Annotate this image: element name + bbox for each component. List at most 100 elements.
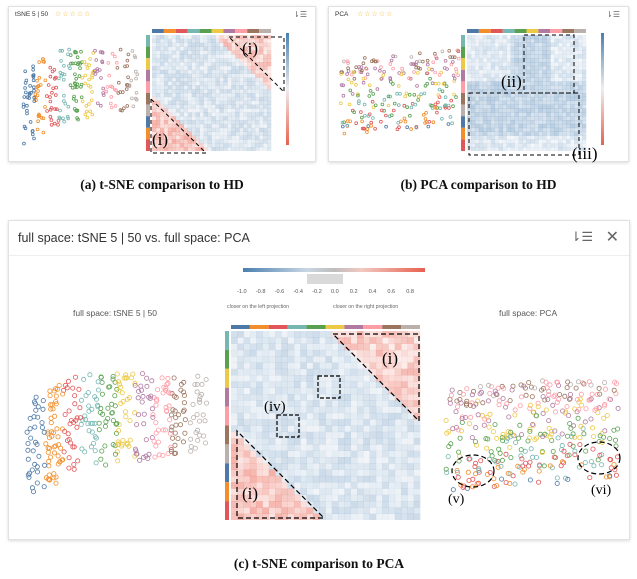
matrix-cell (570, 58, 575, 63)
matrix-cell (394, 343, 402, 351)
matrix-cell (486, 100, 492, 105)
matrix-top-strip-segment (574, 29, 586, 33)
matrix-cell (263, 42, 268, 47)
scatter-point (95, 379, 101, 385)
matrix-cell (207, 81, 212, 86)
scatter-point (96, 420, 102, 426)
scatter-point (459, 416, 465, 422)
matrix-cell (249, 368, 257, 376)
colorbar-tick-label: -0.2 (312, 289, 322, 295)
scatter-point (444, 84, 449, 88)
matrix-cell (514, 139, 519, 144)
matrix-cell (578, 46, 583, 51)
scatter-point (191, 415, 197, 421)
scatter-point (127, 418, 133, 424)
sort-icon[interactable]: ⇂☰ (570, 229, 593, 244)
scatter-point (579, 402, 585, 408)
matrix-cell (357, 488, 364, 496)
scatter-point (345, 123, 350, 128)
matrix-cell (219, 127, 224, 132)
matrix-cell (249, 513, 257, 520)
matrix-cell (498, 120, 503, 125)
matrix-cell (506, 143, 511, 148)
matrix-cell (187, 46, 192, 51)
matrix-cell (375, 387, 383, 395)
matrix-cell (570, 147, 575, 151)
scatter-point (612, 437, 618, 443)
matrix-cell (243, 73, 248, 78)
scatter-point (565, 476, 571, 482)
matrix-cell (167, 96, 173, 102)
scatter-point (371, 105, 376, 109)
matrix-cell (237, 337, 244, 344)
matrix-cell (152, 42, 157, 47)
matrix-cell (227, 73, 232, 78)
matrix-cell (546, 42, 551, 47)
matrix-cell (375, 507, 383, 514)
matrix-cell (211, 135, 216, 140)
scatter-point (430, 103, 434, 108)
scatter-point (399, 72, 404, 77)
scatter-point (466, 478, 472, 484)
matrix-cell (281, 419, 288, 426)
matrix-cell (231, 394, 238, 401)
matrix-cell (215, 147, 220, 151)
scatter-point (163, 404, 169, 410)
matrix-cell (350, 400, 358, 407)
scatter-point (75, 82, 80, 86)
matrix-cell (566, 58, 571, 63)
scatter-point (567, 441, 573, 447)
scatter-point (418, 66, 422, 71)
matrix-cell (562, 147, 567, 151)
matrix-cell (187, 73, 192, 78)
matrix-cell (306, 362, 314, 370)
matrix-cell (179, 38, 185, 44)
matrix-cell (251, 73, 256, 78)
matrix-cell (215, 42, 220, 47)
scatter-point (382, 97, 387, 102)
scatter-point (601, 415, 607, 421)
matrix-cell (530, 35, 535, 40)
matrix-cell (203, 77, 208, 82)
scatter-point (90, 75, 94, 80)
matrix-cell (159, 85, 165, 90)
matrix-cell (574, 112, 579, 117)
matrix-cell (267, 85, 272, 90)
matrix-cell (494, 46, 500, 51)
matrix-cell (227, 77, 232, 82)
scatter-point (380, 102, 385, 107)
matrix-cell (243, 112, 248, 117)
matrix-cell (510, 85, 515, 90)
close-icon[interactable]: ✕ (605, 229, 619, 246)
matrix-cell (237, 400, 244, 407)
matrix-cell (263, 62, 268, 67)
panel-a-rating-stars[interactable]: ☆☆☆☆☆ (55, 11, 92, 18)
matrix-cell (363, 343, 370, 351)
matrix-cell (558, 46, 563, 51)
scatter-point (39, 420, 45, 426)
matrix-cell (306, 507, 314, 514)
matrix-cell (259, 69, 264, 74)
panel-b-rating-stars[interactable]: ☆☆☆☆☆ (357, 11, 394, 18)
matrix-cell (256, 431, 263, 439)
matrix-cell (566, 123, 571, 129)
matrix-cell (211, 127, 216, 132)
matrix-cell (574, 38, 579, 44)
matrix-cell (243, 46, 248, 51)
matrix-cell (510, 93, 515, 98)
matrix-cell (275, 406, 282, 414)
matrix-cell (325, 331, 333, 338)
matrix-cell (152, 108, 157, 113)
sort-icon[interactable]: ⇂☰ (606, 10, 620, 19)
matrix-cell (223, 42, 228, 47)
matrix-cell (388, 425, 396, 433)
matrix-cell (363, 349, 370, 357)
sort-icon[interactable]: ⇂☰ (293, 10, 307, 19)
scatter-point (562, 393, 568, 399)
scatter-point (50, 90, 54, 95)
matrix-cell (562, 50, 567, 55)
matrix-cell (514, 116, 519, 121)
matrix-cell (413, 488, 421, 496)
matrix-cell (251, 120, 256, 125)
matrix-cell (167, 93, 173, 98)
